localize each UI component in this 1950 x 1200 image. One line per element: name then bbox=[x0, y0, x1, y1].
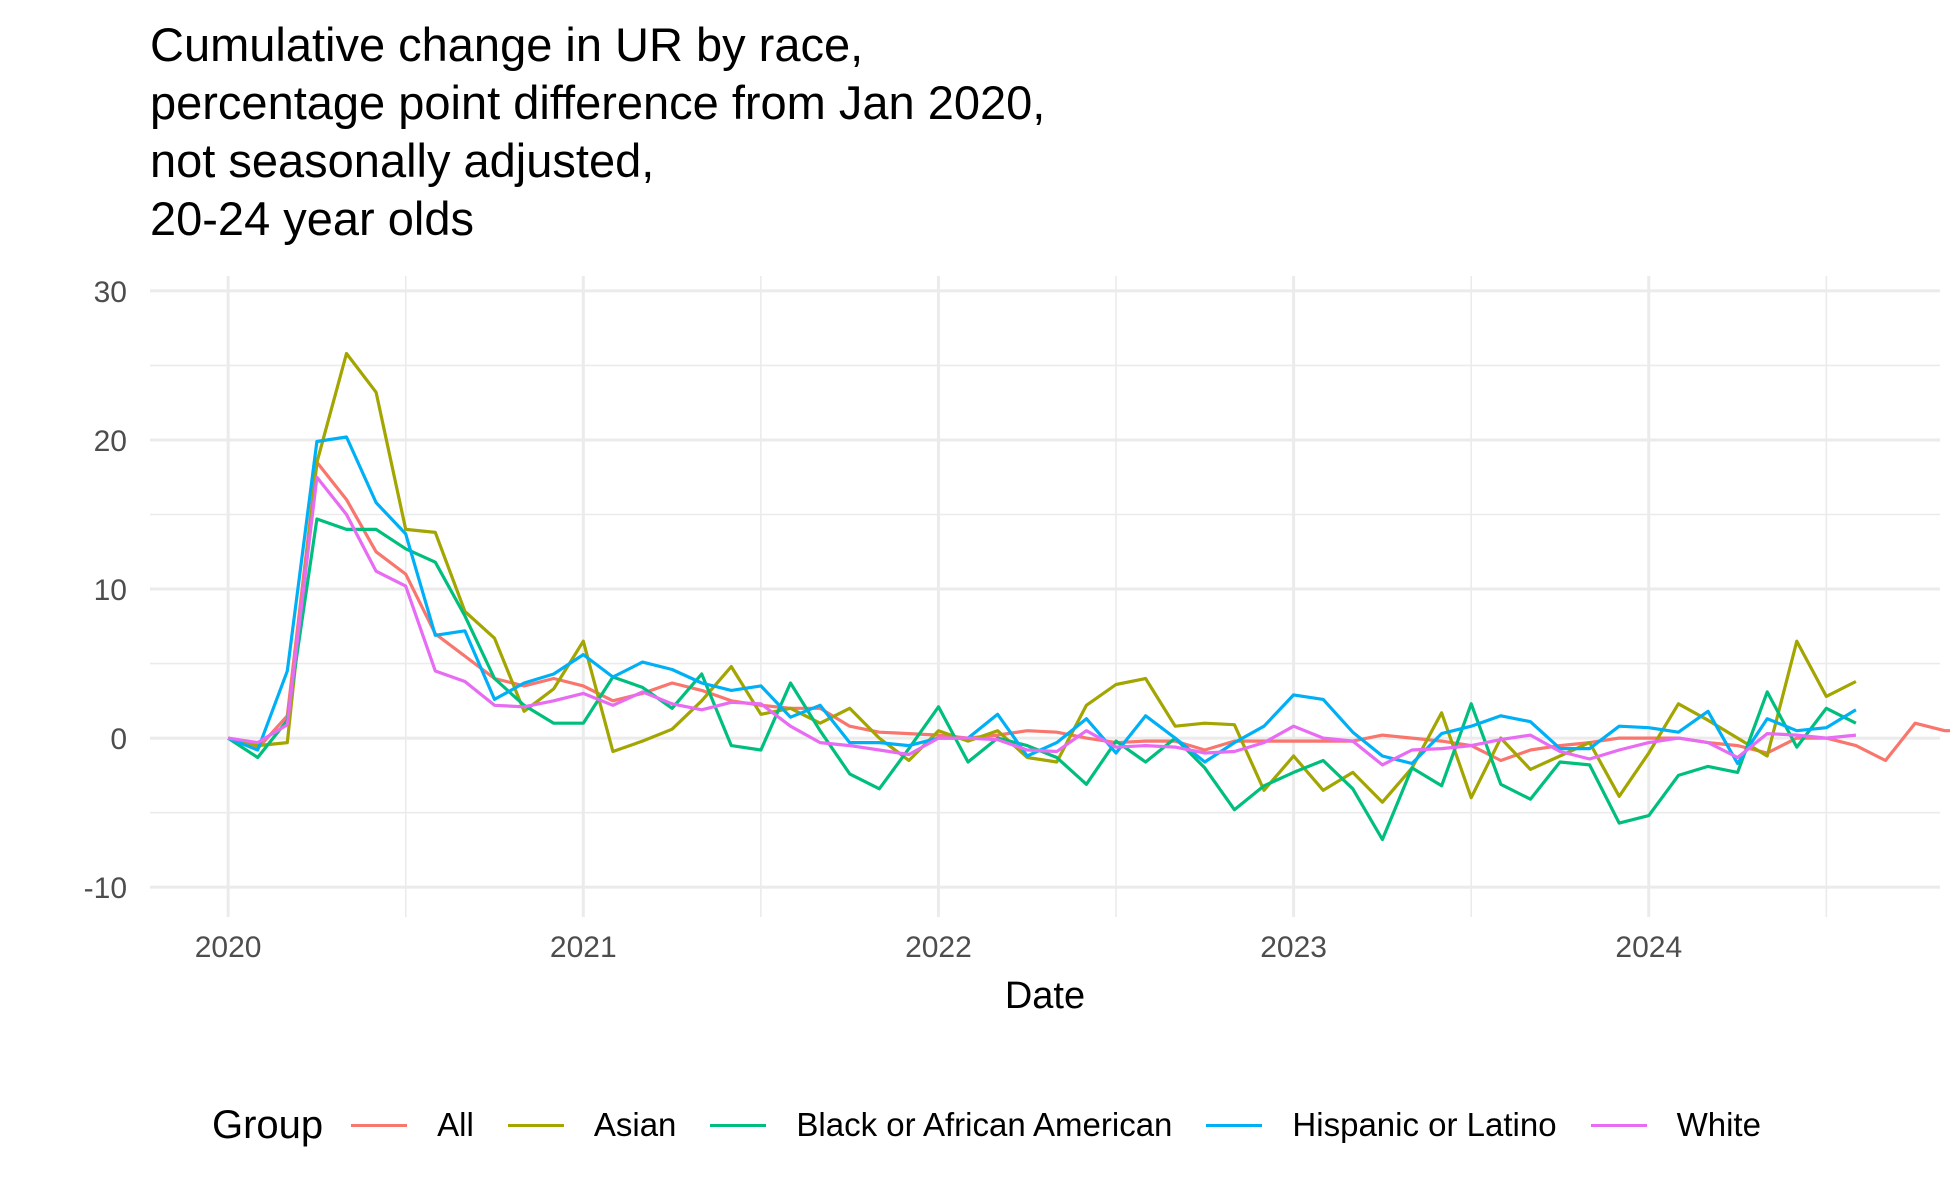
minor-gridlines bbox=[150, 276, 1940, 917]
x-tick-label: 2021 bbox=[550, 931, 617, 964]
series-line-hispanic-or-latino bbox=[227, 435, 1857, 766]
y-tick-label: -10 bbox=[84, 872, 127, 905]
y-tick-label: 10 bbox=[94, 574, 127, 607]
chart-title-line: percentage point difference from Jan 202… bbox=[150, 76, 1046, 129]
legend-items: All Asian Black or African American Hispani… bbox=[351, 1106, 1795, 1144]
legend-title: Group bbox=[212, 1102, 324, 1147]
x-tick-label: 2022 bbox=[905, 931, 972, 964]
legend-label: All bbox=[437, 1106, 474, 1143]
x-tick-label: 2020 bbox=[195, 931, 262, 964]
legend-key bbox=[351, 1123, 408, 1127]
chart-title-line: Cumulative change in UR by race, bbox=[150, 18, 864, 71]
chart-title: Cumulative change in UR by race, percenta… bbox=[150, 16, 1045, 248]
series-line-white bbox=[227, 475, 1857, 767]
series-line-black-or-african-american bbox=[227, 517, 1857, 842]
legend-label: Asian bbox=[593, 1106, 677, 1143]
y-tick-label: 0 bbox=[110, 723, 127, 756]
legend-key bbox=[1206, 1123, 1263, 1127]
series-lines bbox=[227, 351, 1950, 842]
legend-key bbox=[1590, 1123, 1647, 1127]
legend-label: White bbox=[1676, 1106, 1761, 1143]
series-line-asian bbox=[227, 351, 1857, 804]
x-tick-label: 2024 bbox=[1615, 931, 1682, 964]
x-axis-tick-labels: 2020 2021 2022 2023 2024 bbox=[195, 931, 1682, 964]
legend-key bbox=[507, 1123, 564, 1127]
legend-key bbox=[710, 1123, 767, 1127]
legend-item: All bbox=[351, 1106, 474, 1144]
legend-label: Hispanic or Latino bbox=[1292, 1106, 1557, 1143]
legend-item: White bbox=[1590, 1106, 1761, 1144]
legend-label: Black or African American bbox=[796, 1106, 1173, 1143]
legend-item: Asian bbox=[507, 1106, 677, 1144]
y-tick-label: 30 bbox=[94, 276, 127, 309]
y-axis-tick-labels: -10 0 10 20 30 bbox=[84, 276, 127, 905]
legend-item: Hispanic or Latino bbox=[1206, 1106, 1557, 1144]
x-axis-title: Date bbox=[1005, 975, 1085, 1017]
x-tick-label: 2023 bbox=[1260, 931, 1327, 964]
legend: Group All Asian Black or African American H… bbox=[212, 1098, 1795, 1152]
series-line-all bbox=[227, 460, 1950, 763]
legend-item: Black or African American bbox=[710, 1106, 1172, 1144]
y-tick-label: 20 bbox=[94, 425, 127, 458]
chart-title-line: 20-24 year olds bbox=[150, 192, 474, 245]
chart-title-line: not seasonally adjusted, bbox=[150, 134, 655, 187]
